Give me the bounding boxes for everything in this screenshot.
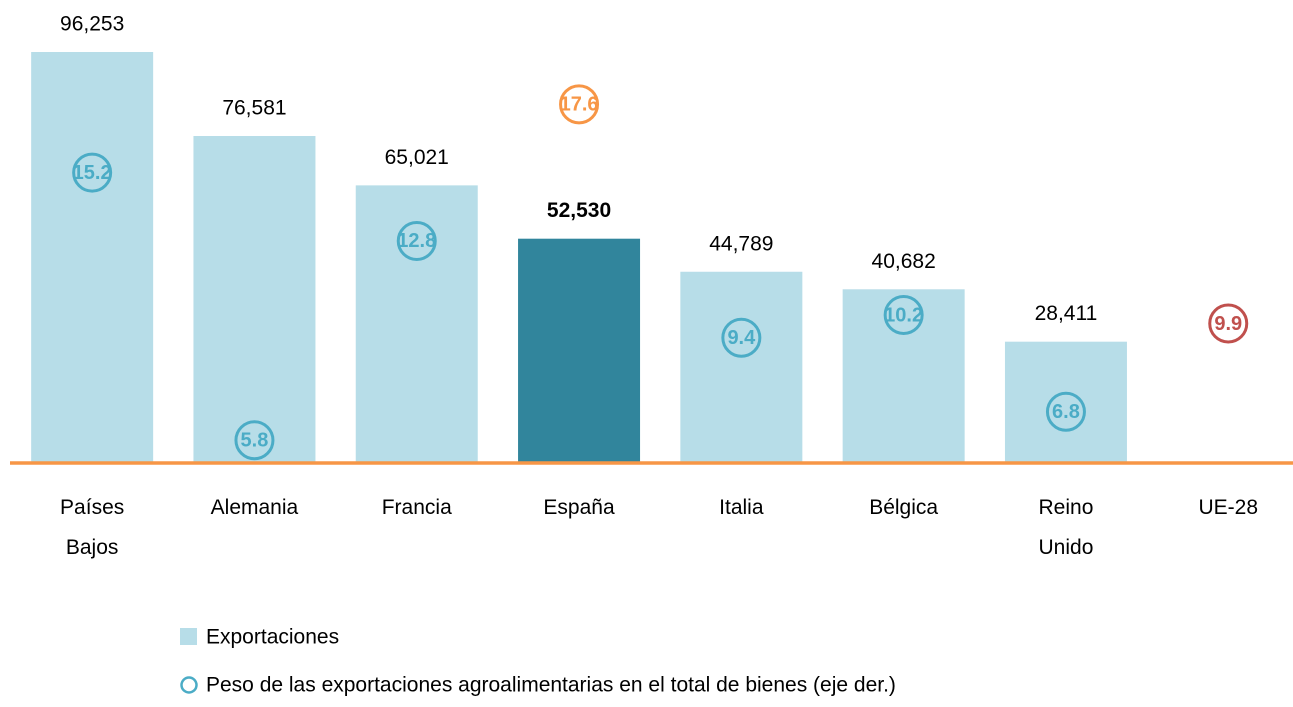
circle-label: 17.6 xyxy=(560,94,599,116)
x-tick-label: Bélgica xyxy=(869,496,938,519)
marker xyxy=(721,317,762,358)
legend-label: Peso de las exportaciones agroalimentari… xyxy=(206,674,896,697)
bar xyxy=(842,289,965,463)
marker xyxy=(559,84,600,125)
data-label: 52,530 xyxy=(547,199,611,222)
x-tick-label: Reino Unido xyxy=(1039,496,1094,559)
bar xyxy=(1004,341,1127,463)
x-tick-label: Países Bajos xyxy=(60,496,124,559)
legend-swatch-bar xyxy=(180,628,197,645)
data-label: 40,682 xyxy=(872,250,936,273)
bar xyxy=(518,238,641,463)
data-label: 65,021 xyxy=(385,146,449,169)
legend-swatch-circle xyxy=(180,676,198,694)
x-tick-label: Francia xyxy=(382,496,452,519)
bar xyxy=(193,135,316,463)
marker xyxy=(72,152,113,193)
marker xyxy=(234,420,275,461)
marker xyxy=(396,220,437,261)
marker xyxy=(883,294,924,335)
data-label: 44,789 xyxy=(709,232,773,255)
circle-label: 6.8 xyxy=(1052,401,1080,423)
data-label: 76,581 xyxy=(222,97,286,120)
circle-label: 9.4 xyxy=(727,327,756,349)
data-label: 96,253 xyxy=(60,13,124,36)
x-tick-label: UE-28 xyxy=(1198,496,1258,519)
x-tick-label: Alemania xyxy=(211,496,299,519)
x-tick-label: Italia xyxy=(719,496,764,519)
legend-label: Exportaciones xyxy=(206,626,339,649)
data-label: 28,411 xyxy=(1035,302,1098,325)
circle-label: 5.8 xyxy=(241,430,269,452)
circle-label: 9.9 xyxy=(1214,313,1242,335)
marker xyxy=(1045,391,1086,432)
bar xyxy=(355,185,478,463)
bar xyxy=(31,51,154,463)
circle-label: 10.2 xyxy=(884,304,923,326)
bar xyxy=(680,271,803,463)
x-tick-label: España xyxy=(543,496,615,519)
circle-label: 15.2 xyxy=(73,162,112,184)
circle-label: 12.8 xyxy=(397,230,436,252)
marker xyxy=(1208,303,1249,344)
